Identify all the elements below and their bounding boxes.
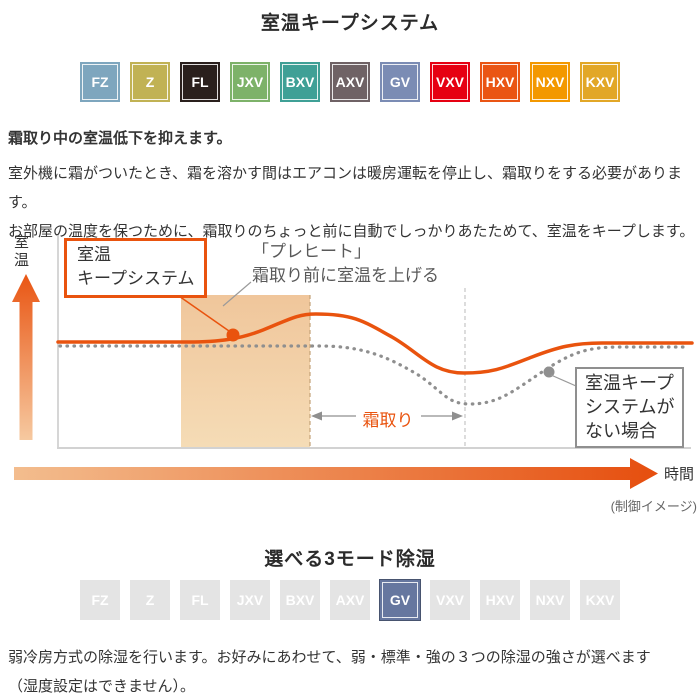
temperature-keep-chart: 室温 室温 キープシステム 「プレヒート」 霜取り前に室温を上げる 霜取り 室温…	[0, 230, 700, 520]
model-badge-z: Z	[130, 580, 170, 620]
curve-with-system	[56, 312, 694, 375]
keep-system-line1: 室温	[77, 245, 111, 264]
section2-description: 弱冷房方式の除湿を行います。お好みにあわせて、弱・標準・強の３つの除湿の強さが選…	[8, 649, 651, 695]
model-badge-fl: FL	[180, 62, 220, 102]
model-badge-nxv: NXV	[530, 580, 570, 620]
model-badge-fz: FZ	[80, 580, 120, 620]
section2-title: 選べる3モード除湿	[264, 549, 436, 570]
no-system-line1: 室温キープ	[585, 373, 674, 393]
temperature-axis-arrow	[12, 274, 40, 440]
model-badge-axv: AXV	[330, 580, 370, 620]
y-axis-label: 室温	[12, 234, 29, 270]
with-system-marker-dot	[226, 328, 240, 342]
defrost-span-arrow	[311, 411, 463, 421]
preheat-annotation: 「プレヒート」 霜取り前に室温を上げる	[252, 240, 439, 288]
section1-title: 室温キープシステム	[260, 13, 440, 34]
defrost-label: 霜取り	[362, 411, 414, 430]
model-badge-bxv: BXV	[280, 62, 320, 102]
model-badge-vxv: VXV	[430, 62, 470, 102]
preheat-line1: 「プレヒート」	[252, 242, 371, 261]
keep-system-line2: キープシステム	[77, 269, 195, 289]
model-badge-hxv: HXV	[480, 62, 520, 102]
chart-caption: (制御イメージ)	[610, 499, 697, 514]
no-system-pointer-line	[550, 374, 577, 387]
model-badge-vxv: VXV	[430, 580, 470, 620]
model-badge-z: Z	[130, 62, 170, 102]
model-badge-bxv: BXV	[280, 580, 320, 620]
keep-system-label-box: 室温 キープシステム	[64, 238, 208, 299]
model-badge-kxv: KXV	[580, 62, 620, 102]
model-badge-jxv: JXV	[230, 62, 270, 102]
model-badge-fz: FZ	[80, 62, 120, 102]
model-row-2: FZ Z FL JXV BXV AXV GV VXV HXV NXV KXV	[0, 579, 700, 621]
model-badge-jxv: JXV	[230, 580, 270, 620]
model-badge-gv: GV	[379, 579, 421, 621]
model-badge-gv: GV	[380, 62, 420, 102]
x-axis-label: 時間	[664, 466, 695, 483]
model-badge-nxv: NXV	[530, 62, 570, 102]
model-badge-hxv: HXV	[480, 580, 520, 620]
preheat-line2: 霜取り前に室温を上げる	[252, 266, 439, 286]
no-system-line2: システムが	[585, 397, 675, 418]
no-system-label-box: 室温キープ システムが ない場合	[575, 367, 685, 449]
no-system-line3: ない場合	[585, 421, 657, 442]
model-row-1: FZ Z FL JXV BXV AXV GV VXV HXV NXV KXV	[0, 62, 700, 102]
model-badge-axv: AXV	[330, 62, 370, 102]
section1-description: 室外機に霜がついたとき、霜を溶かす間はエアコンは暖房運転を停止し、霜取りをする必…	[8, 165, 695, 240]
curve-without-system	[58, 344, 690, 406]
model-badge-fl: FL	[180, 580, 220, 620]
time-axis-arrow	[14, 458, 658, 489]
preheat-pointer-line	[222, 281, 252, 307]
model-badge-kxv: KXV	[580, 580, 620, 620]
section1-heading: 霜取り中の室温低下を抑えます。	[8, 130, 232, 147]
